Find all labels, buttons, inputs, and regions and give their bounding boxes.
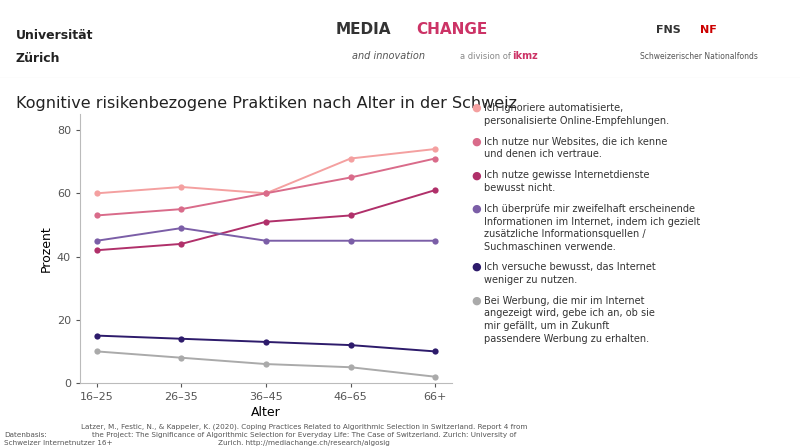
Text: ●: ● <box>471 262 481 272</box>
Text: Ich nutze nur Websites, die ich kenne
und denen ich vertraue.: Ich nutze nur Websites, die ich kenne un… <box>484 137 667 159</box>
Text: ikmz: ikmz <box>512 52 538 61</box>
Text: Universität: Universität <box>16 29 94 42</box>
Text: Zürich: Zürich <box>16 52 61 65</box>
Text: Kognitive risikenbezogene Praktiken nach Alter in der Schweiz: Kognitive risikenbezogene Praktiken nach… <box>16 96 517 111</box>
Text: FNS: FNS <box>656 25 681 35</box>
Text: Bei Werbung, die mir im Internet
angezeigt wird, gebe ich an, ob sie
mir gefällt: Bei Werbung, die mir im Internet angezei… <box>484 296 655 344</box>
Text: ●: ● <box>471 170 481 180</box>
Text: CHANGE: CHANGE <box>416 22 487 37</box>
Y-axis label: Prozent: Prozent <box>40 225 53 272</box>
Text: a division of: a division of <box>460 52 511 61</box>
Text: Ich versuche bewusst, das Internet
weniger zu nutzen.: Ich versuche bewusst, das Internet wenig… <box>484 262 656 285</box>
Text: Ich nutze gewisse Internetdienste
bewusst nicht.: Ich nutze gewisse Internetdienste bewuss… <box>484 170 650 193</box>
Text: Datenbasis:
Schweizer Internetnutzer 16+: Datenbasis: Schweizer Internetnutzer 16+ <box>4 432 113 446</box>
Text: ●: ● <box>471 204 481 214</box>
Text: ●: ● <box>471 137 481 146</box>
Text: ●: ● <box>471 296 481 306</box>
Text: and innovation: and innovation <box>352 52 425 61</box>
Text: ●: ● <box>471 103 481 113</box>
Text: Latzer, M., Festic, N., & Kappeler, K. (2020). Coping Practices Related to Algor: Latzer, M., Festic, N., & Kappeler, K. (… <box>81 424 527 446</box>
Text: Schweizerischer Nationalfonds: Schweizerischer Nationalfonds <box>640 52 758 61</box>
Text: Ich überprüfe mir zweifelhaft erscheinende
Informationen im Internet, indem ich : Ich überprüfe mir zweifelhaft erscheinen… <box>484 204 700 252</box>
Text: NF: NF <box>700 25 717 35</box>
X-axis label: Alter: Alter <box>251 406 281 419</box>
Text: Ich ignoriere automatisierte,
personalisierte Online-Empfehlungen.: Ich ignoriere automatisierte, personalis… <box>484 103 669 126</box>
Text: MEDIA: MEDIA <box>336 22 391 37</box>
